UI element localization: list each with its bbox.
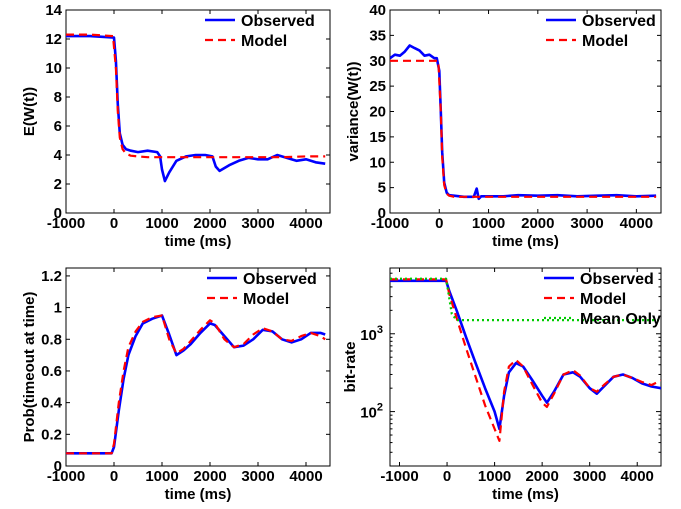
chart3-axes-box: [389, 267, 662, 467]
chart1-ytick-label: 15: [369, 129, 386, 146]
chart0-legend-label: Model: [241, 33, 287, 50]
chart2-series-model-line: [66, 314, 326, 455]
chart3-ytick-label: 103: [360, 324, 383, 344]
chart0-axes-box: [65, 9, 331, 214]
chart0-ytick-label: 14: [45, 2, 62, 19]
chart1-xtick-label: 1000: [472, 215, 505, 232]
chart3-xtick-label: 2000: [525, 468, 558, 485]
chart2-ytick-label: 1.2: [41, 268, 62, 285]
chart0-series-observed-line: [66, 34, 326, 183]
chart1-xtick-label: 3000: [570, 215, 603, 232]
chart0-ytick-label: 10: [45, 60, 62, 77]
chart1-legend-label: Observed: [582, 13, 656, 30]
chart2-series-observed-line: [66, 314, 326, 455]
chart3-xtick-label: 3000: [573, 468, 606, 485]
chart0-ylabel: E(W(t)): [21, 87, 38, 136]
chart0-xtick-label: 4000: [289, 215, 322, 232]
chart2-ytick-label: 0.2: [41, 426, 62, 443]
chart0-ytick-label: 4: [54, 147, 63, 164]
chart2-xtick-label: 0: [110, 468, 118, 485]
chart2-xtick-label: 4000: [289, 468, 322, 485]
chart1-xtick-label: -1000: [371, 215, 409, 232]
chart1-ytick-label: 20: [369, 104, 386, 121]
chart3-xtick-label: 0: [443, 468, 451, 485]
chart1-ytick-label: 30: [369, 53, 386, 70]
chart0-ytick-label: 0: [54, 205, 62, 222]
chart2-xtick-label: 2000: [193, 468, 226, 485]
chart0-ytick-label: 6: [54, 118, 62, 135]
chart0-xlabel: time (ms): [165, 233, 232, 250]
chart3-xlabel: time (ms): [492, 486, 559, 503]
chart2-panel: -1000 0 1000 2000 3000 400000.20.40.60.811.2t…: [21, 267, 331, 503]
chart0-xtick-label: 0: [110, 215, 118, 232]
chart2-ytick-label: 0.8: [41, 331, 62, 348]
chart0-ytick-label: 12: [45, 31, 62, 48]
chart2-legend-label: Model: [243, 291, 289, 308]
chart3-xtick-label: 4000: [621, 468, 654, 485]
chart1-xlabel: time (ms): [492, 233, 559, 250]
chart1-ytick-label: 35: [369, 27, 386, 44]
chart2-xtick-label: -1000: [47, 468, 85, 485]
chart1-xtick-label: 0: [435, 215, 443, 232]
chart0-ytick-label: 8: [54, 89, 62, 106]
chart1-ytick-label: 5: [378, 180, 386, 197]
chart1-panel: -1000 0 1000 2000 3000 40000510152025303540ti…: [345, 2, 662, 250]
chart3-xtick-label: -1000: [380, 468, 418, 485]
chart1-ytick-label: 0: [378, 205, 386, 222]
chart3-legend-label: Model: [580, 291, 626, 308]
chart3-xtick-label: 1000: [478, 468, 511, 485]
chart3-legend-label: Observed: [580, 271, 654, 288]
chart1-xtick-label: 2000: [521, 215, 554, 232]
chart2-ytick-label: 1: [54, 300, 62, 317]
chart0-legend-label: Observed: [241, 13, 315, 30]
chart2-ytick-label: 0.6: [41, 363, 62, 380]
chart2-xtick-label: 3000: [241, 468, 274, 485]
chart2-ylabel: Prob(timeout at time): [21, 292, 38, 443]
chart1-series-model-line: [390, 59, 657, 198]
chart3-ytick-label: 102: [360, 402, 383, 422]
chart3-series-model-line: [390, 278, 661, 442]
chart3-panel: -1000 0 1000 2000 3000 4000 102 103 time (ms) bit…: [342, 267, 662, 503]
chart3-ylabel: bit-rate: [342, 342, 359, 393]
chart0-series-model-line: [66, 33, 326, 159]
chart0-xtick-label: -1000: [47, 215, 85, 232]
chart2-ytick-label: 0: [54, 458, 62, 475]
chart0-xtick-label: 1000: [145, 215, 178, 232]
chart2-ytick-label: 0.4: [41, 395, 63, 412]
chart2-xlabel: time (ms): [165, 486, 232, 503]
chart3-legend-label: Mean Only: [580, 311, 661, 328]
chart1-series-observed-line: [390, 44, 657, 201]
chart1-ylabel: variance(W(t)): [345, 61, 362, 161]
chart3-series-mean-only-line: [390, 277, 661, 322]
chart2-xtick-label: 1000: [145, 468, 178, 485]
chart1-legend-label: Model: [582, 33, 628, 50]
chart1-xtick-label: 4000: [620, 215, 653, 232]
chart2-legend-label: Observed: [243, 271, 317, 288]
chart0-xtick-label: 3000: [241, 215, 274, 232]
chart1-ytick-label: 10: [369, 154, 386, 171]
chart2-axes-box: [65, 267, 331, 467]
chart0-xtick-label: 2000: [193, 215, 226, 232]
chart0-ytick-label: 2: [54, 176, 62, 193]
chart1-ytick-label: 40: [369, 2, 386, 19]
chart1-ytick-label: 25: [369, 78, 386, 95]
